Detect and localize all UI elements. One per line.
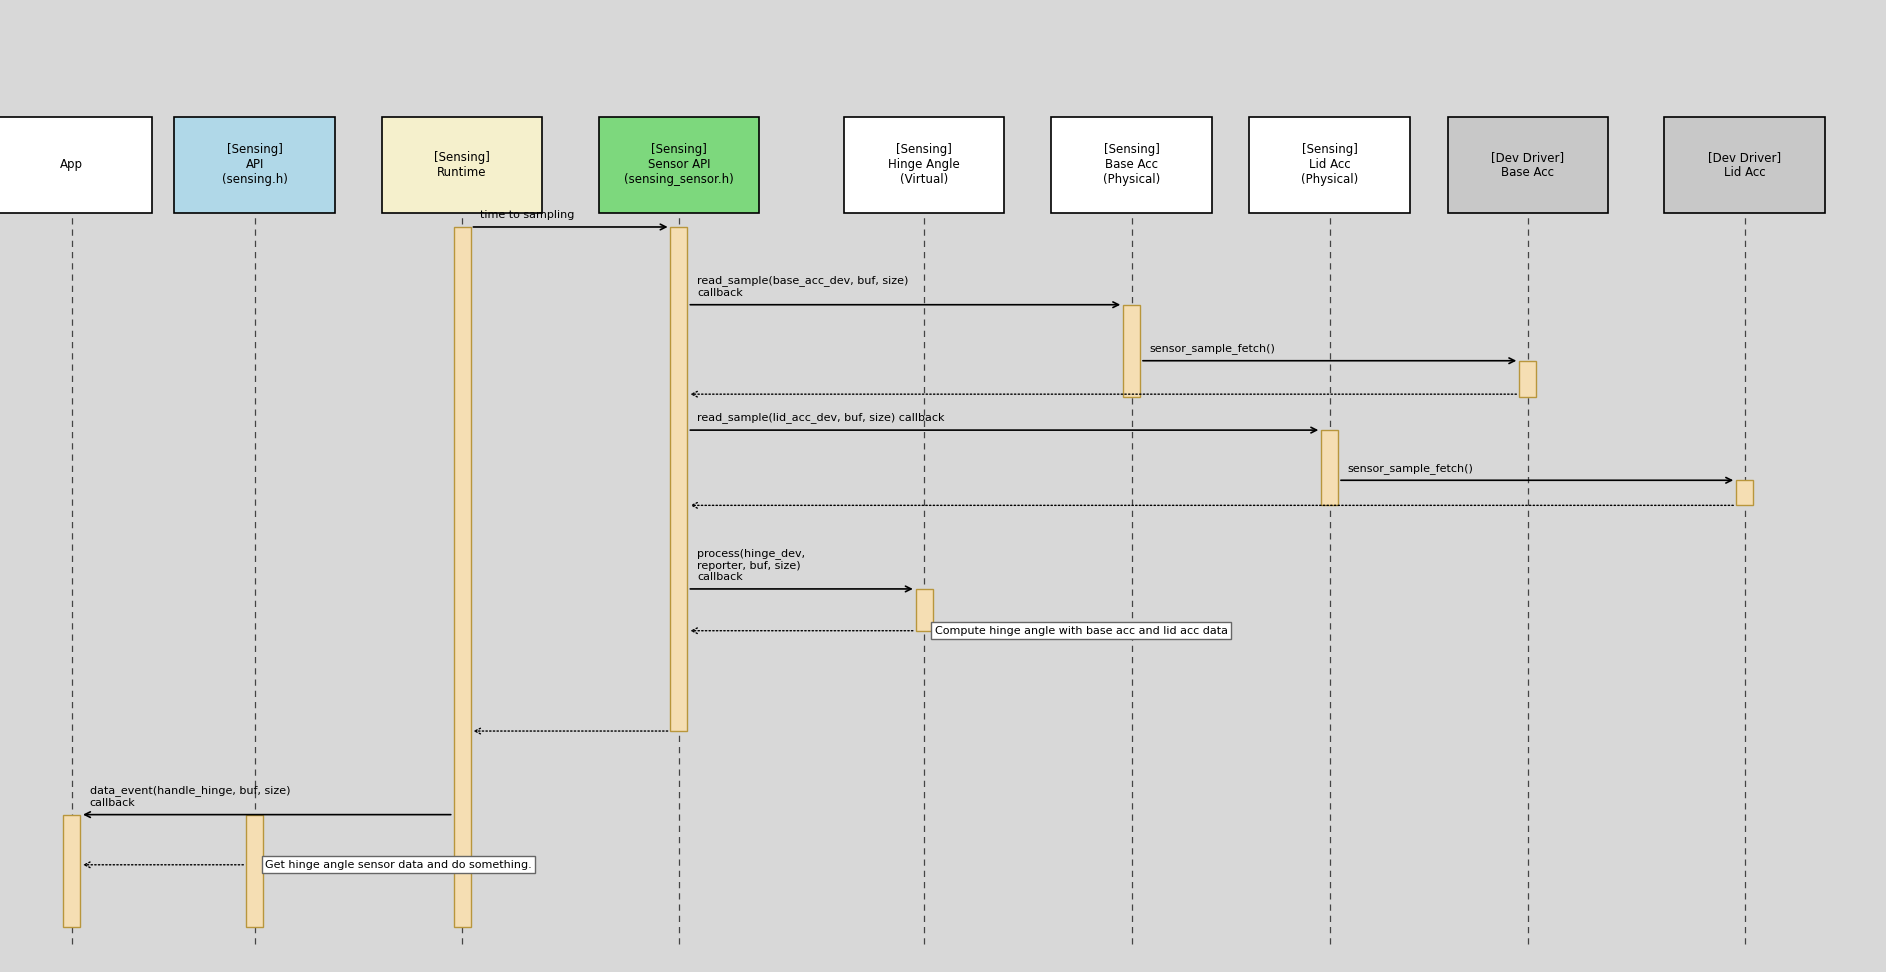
Text: sensor_sample_fetch(): sensor_sample_fetch() bbox=[1347, 463, 1473, 473]
Text: process(hinge_dev,
reporter, buf, size)
callback: process(hinge_dev, reporter, buf, size) … bbox=[698, 548, 805, 582]
Text: [Dev Driver]
Base Acc: [Dev Driver] Base Acc bbox=[1492, 151, 1563, 179]
FancyBboxPatch shape bbox=[1448, 117, 1609, 213]
FancyBboxPatch shape bbox=[1520, 361, 1537, 397]
FancyBboxPatch shape bbox=[455, 227, 472, 927]
Text: Compute hinge angle with base acc and lid acc data: Compute hinge angle with base acc and li… bbox=[935, 626, 1228, 636]
Text: [Sensing]
Lid Acc
(Physical): [Sensing] Lid Acc (Physical) bbox=[1301, 143, 1358, 187]
FancyBboxPatch shape bbox=[247, 815, 264, 927]
Text: time to sampling: time to sampling bbox=[481, 210, 575, 221]
FancyBboxPatch shape bbox=[1665, 117, 1826, 213]
Text: read_sample(base_acc_dev, buf, size)
callback: read_sample(base_acc_dev, buf, size) cal… bbox=[698, 275, 909, 298]
Text: [Sensing]
Base Acc
(Physical): [Sensing] Base Acc (Physical) bbox=[1103, 143, 1160, 187]
FancyBboxPatch shape bbox=[671, 227, 688, 731]
FancyBboxPatch shape bbox=[0, 117, 153, 213]
FancyBboxPatch shape bbox=[1737, 480, 1754, 505]
Text: sensor_sample_fetch(): sensor_sample_fetch() bbox=[1149, 343, 1275, 354]
Text: App: App bbox=[60, 158, 83, 171]
FancyBboxPatch shape bbox=[1052, 117, 1211, 213]
FancyBboxPatch shape bbox=[1124, 305, 1139, 397]
Text: [Dev Driver]
Lid Acc: [Dev Driver] Lid Acc bbox=[1709, 151, 1780, 179]
FancyBboxPatch shape bbox=[174, 117, 336, 213]
FancyBboxPatch shape bbox=[1249, 117, 1409, 213]
FancyBboxPatch shape bbox=[845, 117, 1005, 213]
Text: [Sensing]
API
(sensing.h): [Sensing] API (sensing.h) bbox=[223, 143, 287, 187]
FancyBboxPatch shape bbox=[381, 117, 543, 213]
Text: data_event(handle_hinge, buf, size)
callback: data_event(handle_hinge, buf, size) call… bbox=[91, 785, 290, 808]
FancyBboxPatch shape bbox=[64, 815, 79, 927]
Text: [Sensing]
Runtime: [Sensing] Runtime bbox=[434, 151, 490, 179]
FancyBboxPatch shape bbox=[600, 117, 758, 213]
FancyBboxPatch shape bbox=[1322, 430, 1339, 505]
Text: [Sensing]
Sensor API
(sensing_sensor.h): [Sensing] Sensor API (sensing_sensor.h) bbox=[624, 143, 734, 187]
FancyBboxPatch shape bbox=[917, 589, 932, 631]
Text: read_sample(lid_acc_dev, buf, size) callback: read_sample(lid_acc_dev, buf, size) call… bbox=[698, 412, 945, 424]
Text: Get hinge angle sensor data and do something.: Get hinge angle sensor data and do somet… bbox=[264, 860, 532, 870]
Text: [Sensing]
Hinge Angle
(Virtual): [Sensing] Hinge Angle (Virtual) bbox=[888, 143, 960, 187]
